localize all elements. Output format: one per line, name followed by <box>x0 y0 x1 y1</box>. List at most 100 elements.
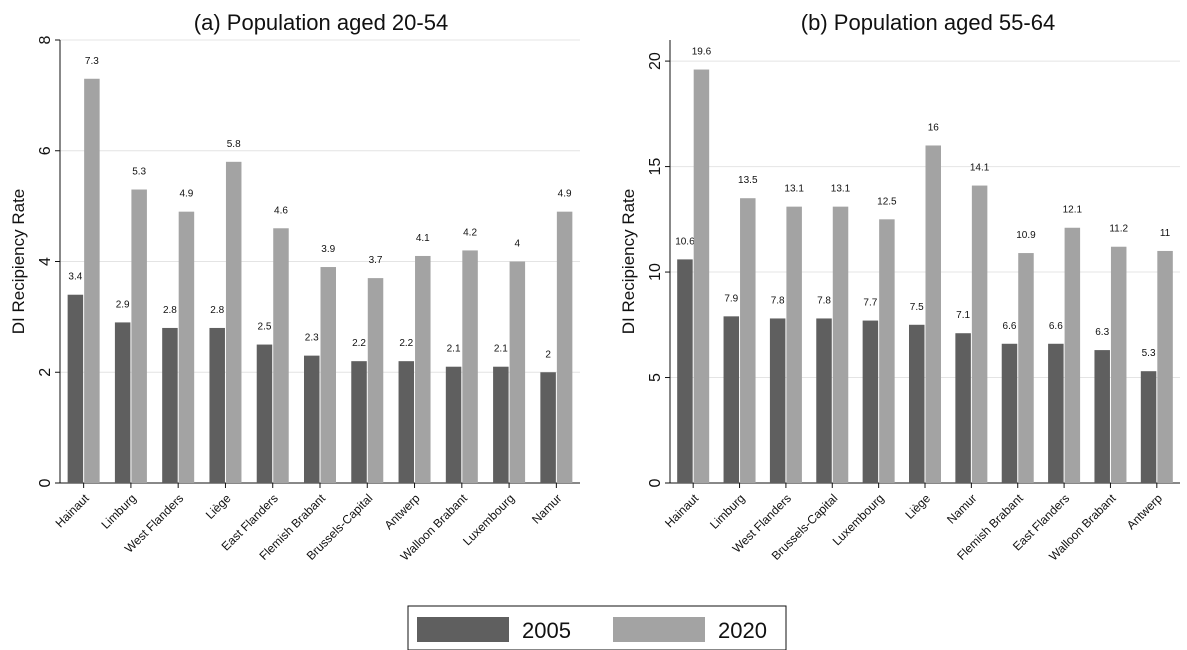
data-label-antwerp-2005: 2.2 <box>399 338 413 349</box>
data-label-liege-2020: 16 <box>928 122 940 133</box>
data-label-walloon-brabant-2005: 2.1 <box>447 344 461 355</box>
y-tick-label: 4 <box>37 257 54 266</box>
bar-west-flanders-2020 <box>786 206 802 483</box>
legend: 2005 2020 <box>407 605 787 650</box>
y-tick-label: 8 <box>37 35 54 44</box>
data-label-hainaut-2020: 19.6 <box>692 47 712 58</box>
data-label-hainaut-2005: 3.4 <box>68 272 82 283</box>
data-label-brussels-capital-2020: 3.7 <box>369 255 383 266</box>
bar-brussels-capital-2005 <box>816 318 832 483</box>
bar-flemish-brabant-2020 <box>320 267 336 483</box>
data-label-namur-2005: 7.1 <box>956 310 970 321</box>
data-label-luxembourg-2020: 12.5 <box>877 196 897 207</box>
bar-limburg-2020 <box>131 189 147 483</box>
bar-namur-2020 <box>971 185 988 484</box>
data-label-namur-2005: 2 <box>545 349 551 360</box>
data-label-east-flanders-2005: 2.5 <box>258 322 272 333</box>
bar-east-flanders-2005 <box>1048 343 1064 483</box>
bar-flemish-brabant-2005 <box>304 355 320 483</box>
data-label-antwerp-2020: 4.1 <box>416 233 430 244</box>
y-tick-label: 0 <box>647 478 664 487</box>
data-label-limburg-2020: 13.5 <box>738 175 758 186</box>
chart-title-b: (b) Population aged 55-64 <box>801 10 1055 35</box>
data-label-hainaut-2020: 7.3 <box>85 56 99 67</box>
bar-luxembourg-2020 <box>879 219 895 484</box>
x-tick-label-antwerp: Antwerp <box>1124 491 1165 532</box>
bar-namur-2020 <box>556 211 573 483</box>
bar-antwerp-2005 <box>398 361 415 483</box>
data-label-antwerp-2005: 5.3 <box>1142 348 1156 359</box>
bar-walloon-brabant-2020 <box>462 250 478 483</box>
data-label-west-flanders-2005: 7.8 <box>771 295 785 306</box>
y-tick-label: 0 <box>37 478 54 487</box>
bar-hainaut-2005 <box>677 259 693 483</box>
bar-east-flanders-2020 <box>273 228 289 483</box>
y-tick-label: 10 <box>647 263 664 281</box>
legend-label-2020: 2020 <box>718 618 767 643</box>
data-label-flemish-brabant-2005: 6.6 <box>1003 321 1017 332</box>
bar-east-flanders-2020 <box>1064 227 1081 483</box>
bar-namur-2005 <box>540 372 556 483</box>
legend-swatch-2020 <box>613 617 705 642</box>
x-tick-label-liege: Liège <box>203 491 234 522</box>
y-axis-label-b: DI Recipiency Rate <box>619 189 638 335</box>
bar-antwerp-2005 <box>1140 371 1157 483</box>
x-tick-label-namur: Namur <box>944 491 979 526</box>
bar-luxembourg-2005 <box>862 320 879 483</box>
bar-liege-2020 <box>225 161 242 483</box>
data-label-liege-2005: 7.5 <box>910 302 924 313</box>
x-tick-label-namur: Namur <box>529 491 564 526</box>
bar-antwerp-2020 <box>415 255 431 483</box>
bar-liege-2020 <box>925 145 941 483</box>
data-label-walloon-brabant-2020: 4.2 <box>463 227 477 238</box>
bar-brussels-capital-2020 <box>367 278 384 483</box>
bar-walloon-brabant-2005 <box>445 366 462 483</box>
bar-west-flanders-2005 <box>162 327 178 483</box>
bar-walloon-brabant-2020 <box>1110 246 1127 483</box>
data-label-liege-2020: 5.8 <box>227 139 241 150</box>
data-label-antwerp-2020: 11 <box>1160 228 1171 239</box>
data-label-luxembourg-2020: 4 <box>515 239 521 250</box>
bar-limburg-2020 <box>740 198 756 483</box>
x-tick-label-limburg: Limburg <box>98 491 139 532</box>
data-label-east-flanders-2020: 4.6 <box>274 205 288 216</box>
data-label-luxembourg-2005: 7.7 <box>863 298 877 309</box>
data-label-hainaut-2005: 10.6 <box>675 236 695 247</box>
panel-a: 0 2 4 6 8 (a) Population aged 20-54 DI Recipie… <box>9 10 580 564</box>
bar-brussels-capital-2005 <box>351 361 367 483</box>
bar-walloon-brabant-2005 <box>1094 350 1110 483</box>
data-label-brussels-capital-2005: 7.8 <box>817 295 831 306</box>
bar-flemish-brabant-2005 <box>1001 343 1018 483</box>
y-tick-label: 2 <box>37 368 54 377</box>
data-label-flemish-brabant-2020: 3.9 <box>321 244 335 255</box>
data-label-liege-2005: 2.8 <box>210 305 224 316</box>
data-label-walloon-brabant-2005: 6.3 <box>1095 327 1109 338</box>
bar-hainaut-2005 <box>67 294 84 483</box>
x-tick-label-limburg: Limburg <box>707 491 748 532</box>
data-label-brussels-capital-2005: 2.2 <box>352 338 366 349</box>
data-label-luxembourg-2005: 2.1 <box>494 344 508 355</box>
data-label-west-flanders-2005: 2.8 <box>163 305 177 316</box>
data-label-west-flanders-2020: 4.9 <box>179 189 193 200</box>
data-label-namur-2020: 14.1 <box>970 163 990 174</box>
x-tick-label-hainaut: Hainaut <box>662 491 702 531</box>
legend-swatch-2005 <box>417 617 509 642</box>
data-label-west-flanders-2020: 13.1 <box>784 184 804 195</box>
x-tick-label-antwerp: Antwerp <box>382 491 423 532</box>
data-label-east-flanders-2020: 12.1 <box>1063 205 1083 216</box>
panel-b: 0 5 10 15 20 (b) Population aged 55-64 DI Reci… <box>619 10 1180 564</box>
bar-limburg-2005 <box>723 316 740 483</box>
data-label-limburg-2005: 7.9 <box>724 293 738 304</box>
chart-title-a: (a) Population aged 20-54 <box>194 10 448 35</box>
bar-limburg-2005 <box>114 322 131 483</box>
y-tick-label: 6 <box>37 146 54 155</box>
bar-namur-2005 <box>955 333 971 483</box>
bar-brussels-capital-2020 <box>832 206 849 483</box>
data-label-east-flanders-2005: 6.6 <box>1049 321 1063 332</box>
y-tick-label: 5 <box>647 373 664 382</box>
bar-liege-2005 <box>909 324 925 483</box>
bar-hainaut-2020 <box>693 69 710 484</box>
bar-antwerp-2020 <box>1157 250 1173 483</box>
data-label-walloon-brabant-2020: 11.2 <box>1109 224 1128 235</box>
